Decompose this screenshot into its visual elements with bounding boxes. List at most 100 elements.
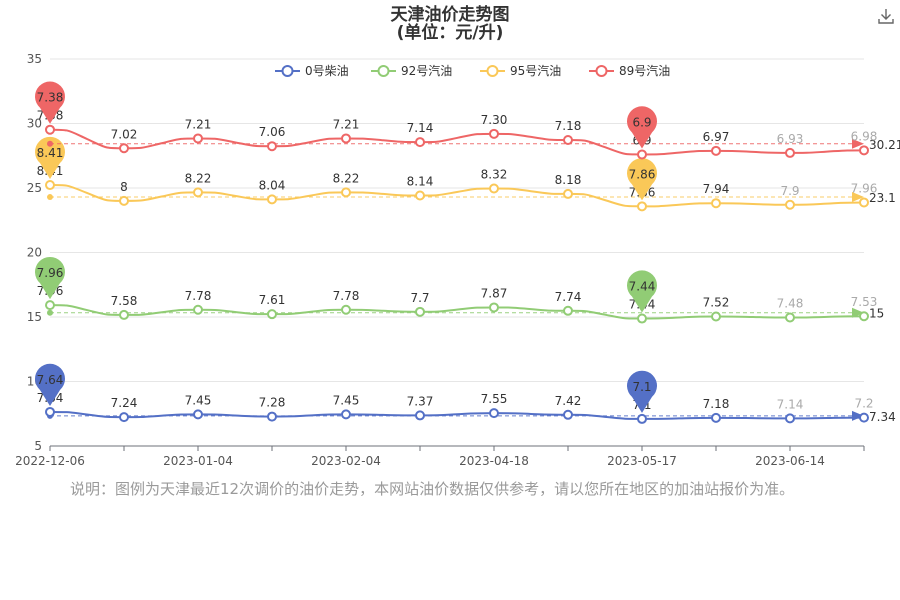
markline-arrow bbox=[852, 192, 864, 203]
chart-subtitle: (单位：元/升) bbox=[397, 22, 504, 43]
min-pin-label: 6.9 bbox=[632, 115, 651, 129]
data-point bbox=[563, 135, 573, 146]
min-pin-label: 7.1 bbox=[632, 380, 651, 394]
data-point bbox=[45, 300, 55, 311]
data-label: 7.18 bbox=[703, 397, 730, 411]
download-icon bbox=[878, 9, 894, 24]
data-label: 7.58 bbox=[111, 294, 138, 308]
data-point bbox=[341, 304, 351, 315]
series-line-0 bbox=[49, 410, 865, 420]
data-label: 7.78 bbox=[333, 289, 360, 303]
data-point bbox=[563, 409, 573, 420]
data-label: 7.21 bbox=[185, 117, 212, 131]
grid bbox=[50, 58, 864, 382]
download-button[interactable] bbox=[876, 6, 896, 26]
series-line-1 bbox=[49, 304, 865, 320]
data-label: 7.45 bbox=[185, 393, 212, 407]
markline-start bbox=[47, 309, 53, 316]
data-point bbox=[489, 183, 499, 194]
data-point bbox=[193, 133, 203, 144]
data-point bbox=[193, 409, 203, 420]
data-label: 7.45 bbox=[333, 393, 360, 407]
markline-label: 7.34 bbox=[869, 410, 896, 424]
min-pin-label: 7.86 bbox=[629, 167, 656, 181]
data-point bbox=[415, 190, 425, 201]
legend-item-3[interactable]: 89号汽油 bbox=[589, 63, 670, 78]
data-point bbox=[267, 411, 277, 422]
legend-label: 89号汽油 bbox=[619, 63, 670, 78]
data-label: 8.04 bbox=[259, 178, 286, 192]
x-tick-label: 2023-02-04 bbox=[311, 454, 381, 468]
data-point bbox=[119, 412, 129, 423]
data-point bbox=[785, 147, 795, 158]
series-group: 7.347.647.247.457.287.457.377.557.427.17… bbox=[35, 81, 900, 424]
markline-start bbox=[47, 194, 53, 201]
data-point bbox=[859, 197, 869, 208]
max-pin bbox=[35, 256, 65, 300]
y-tick-label: 35 bbox=[27, 52, 42, 66]
max-pin-label: 8.41 bbox=[37, 146, 64, 160]
data-label: 6.97 bbox=[703, 130, 730, 144]
data-label: 7.61 bbox=[259, 293, 286, 307]
x-tick-label: 2023-04-18 bbox=[459, 454, 529, 468]
data-label: 8.18 bbox=[555, 173, 582, 187]
data-point bbox=[119, 143, 129, 154]
data-point bbox=[341, 187, 351, 198]
data-point bbox=[711, 412, 721, 423]
data-point bbox=[341, 409, 351, 420]
legend-symbol bbox=[377, 65, 390, 77]
data-label: 7.06 bbox=[259, 125, 286, 139]
min-pin bbox=[627, 370, 658, 413]
data-label: 7.52 bbox=[703, 295, 730, 309]
markline-label: 30.21 bbox=[869, 138, 900, 152]
data-point bbox=[415, 410, 425, 421]
y-tick-label: 20 bbox=[27, 246, 42, 260]
max-pin-label: 7.96 bbox=[37, 266, 64, 280]
data-label: 7.02 bbox=[111, 127, 138, 141]
legend-item-2[interactable]: 95号汽油 bbox=[480, 63, 561, 78]
legend-item-1[interactable]: 92号汽油 bbox=[371, 63, 452, 78]
max-pin bbox=[35, 81, 65, 124]
data-label: 7.9 bbox=[780, 184, 799, 198]
data-point bbox=[267, 141, 277, 152]
data-label: 8.14 bbox=[407, 174, 434, 188]
data-label: 7.37 bbox=[407, 394, 434, 408]
data-label: 7.48 bbox=[777, 297, 804, 311]
data-point bbox=[415, 306, 425, 317]
data-label: 8.22 bbox=[333, 171, 360, 185]
data-label: 7.14 bbox=[407, 121, 434, 135]
data-point bbox=[637, 149, 647, 160]
legend-item-0[interactable]: 0号柴油 bbox=[275, 64, 349, 78]
data-label: 7.96 bbox=[851, 181, 878, 195]
y-tick-label: 30 bbox=[27, 117, 42, 131]
data-point bbox=[859, 412, 869, 423]
data-point bbox=[267, 309, 277, 320]
max-pin-label: 7.64 bbox=[37, 373, 64, 387]
legend-symbol bbox=[486, 65, 499, 77]
y-tick-label: 25 bbox=[27, 181, 42, 195]
data-point bbox=[193, 304, 203, 315]
min-pin-label: 7.44 bbox=[629, 280, 656, 294]
data-point bbox=[119, 309, 129, 320]
markline-arrow bbox=[852, 138, 864, 149]
data-label: 7.30 bbox=[481, 113, 508, 127]
markline-label: 15 bbox=[869, 307, 884, 321]
data-point bbox=[341, 133, 351, 144]
legend[interactable]: 0号柴油 92号汽油 95号汽油 89号汽油 bbox=[275, 63, 670, 78]
data-point bbox=[45, 180, 55, 191]
y-tick-label: 5 bbox=[34, 439, 42, 453]
legend-label: 0号柴油 bbox=[305, 64, 349, 78]
data-label: 7.78 bbox=[185, 289, 212, 303]
data-label: 7.94 bbox=[703, 182, 730, 196]
data-point bbox=[637, 201, 647, 212]
markline-arrow bbox=[852, 307, 864, 318]
x-tick-label: 2023-01-04 bbox=[163, 454, 233, 468]
markline-label: 23.1 bbox=[869, 191, 896, 205]
data-label: 7.24 bbox=[111, 396, 138, 410]
max-pin-label: 7.38 bbox=[37, 91, 64, 105]
series-line-3 bbox=[49, 128, 865, 156]
markline-arrow bbox=[852, 410, 864, 421]
data-label: 6.93 bbox=[777, 132, 804, 146]
data-label: 7.87 bbox=[481, 286, 508, 300]
